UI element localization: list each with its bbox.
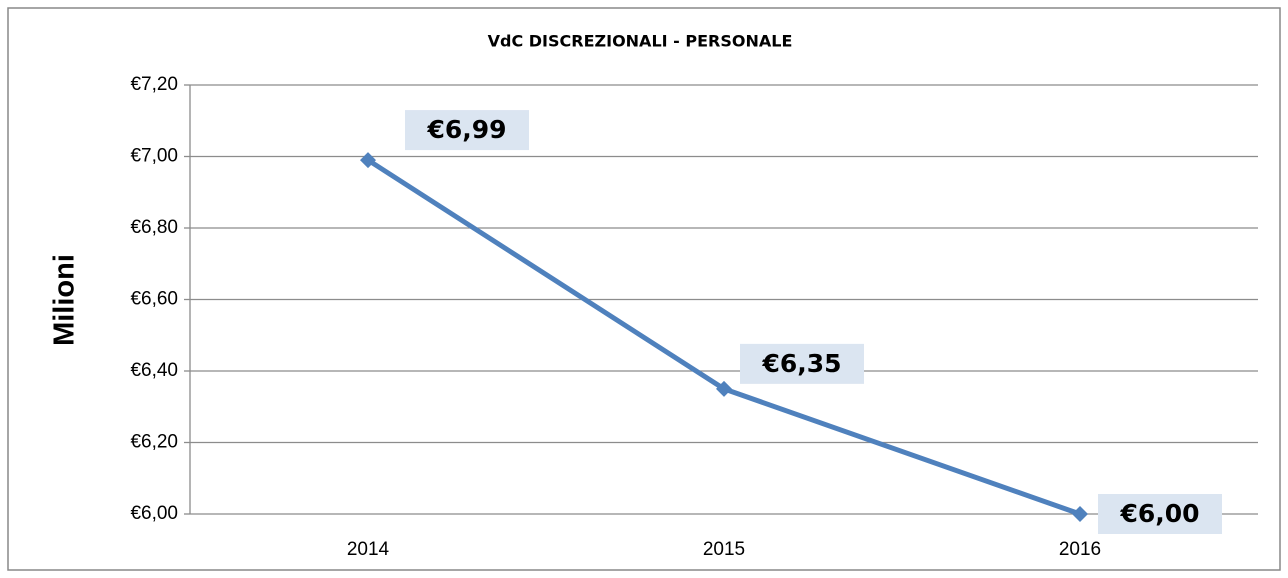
- y-tick-label: €7,20: [130, 74, 178, 95]
- y-tick-label: €6,80: [130, 217, 178, 238]
- y-tick-label: €6,60: [130, 289, 178, 310]
- x-tick-label: 2015: [703, 539, 745, 560]
- data-label-bg: [740, 343, 864, 384]
- marker: [1072, 506, 1088, 522]
- x-tick-label: 2014: [347, 539, 390, 560]
- y-axis-label: Milioni: [49, 254, 81, 346]
- data-label: €6,99: [426, 115, 506, 144]
- x-tick-label: 2016: [1059, 539, 1101, 560]
- chart-border: [7, 7, 1281, 571]
- y-tick-label: €7,00: [130, 146, 178, 167]
- data-label-bg: [405, 110, 529, 151]
- marker: [360, 152, 376, 169]
- data-label-bg: [1098, 494, 1222, 534]
- chart-title: VdC DISCREZIONALI - PERSONALE: [488, 32, 793, 51]
- data-label: €6,00: [1119, 499, 1199, 528]
- marker: [716, 380, 732, 397]
- data-label: €6,35: [761, 349, 841, 378]
- y-tick-label: €6,40: [130, 360, 178, 381]
- y-tick-label: €6,20: [130, 432, 178, 453]
- y-tick-label: €6,00: [130, 503, 178, 524]
